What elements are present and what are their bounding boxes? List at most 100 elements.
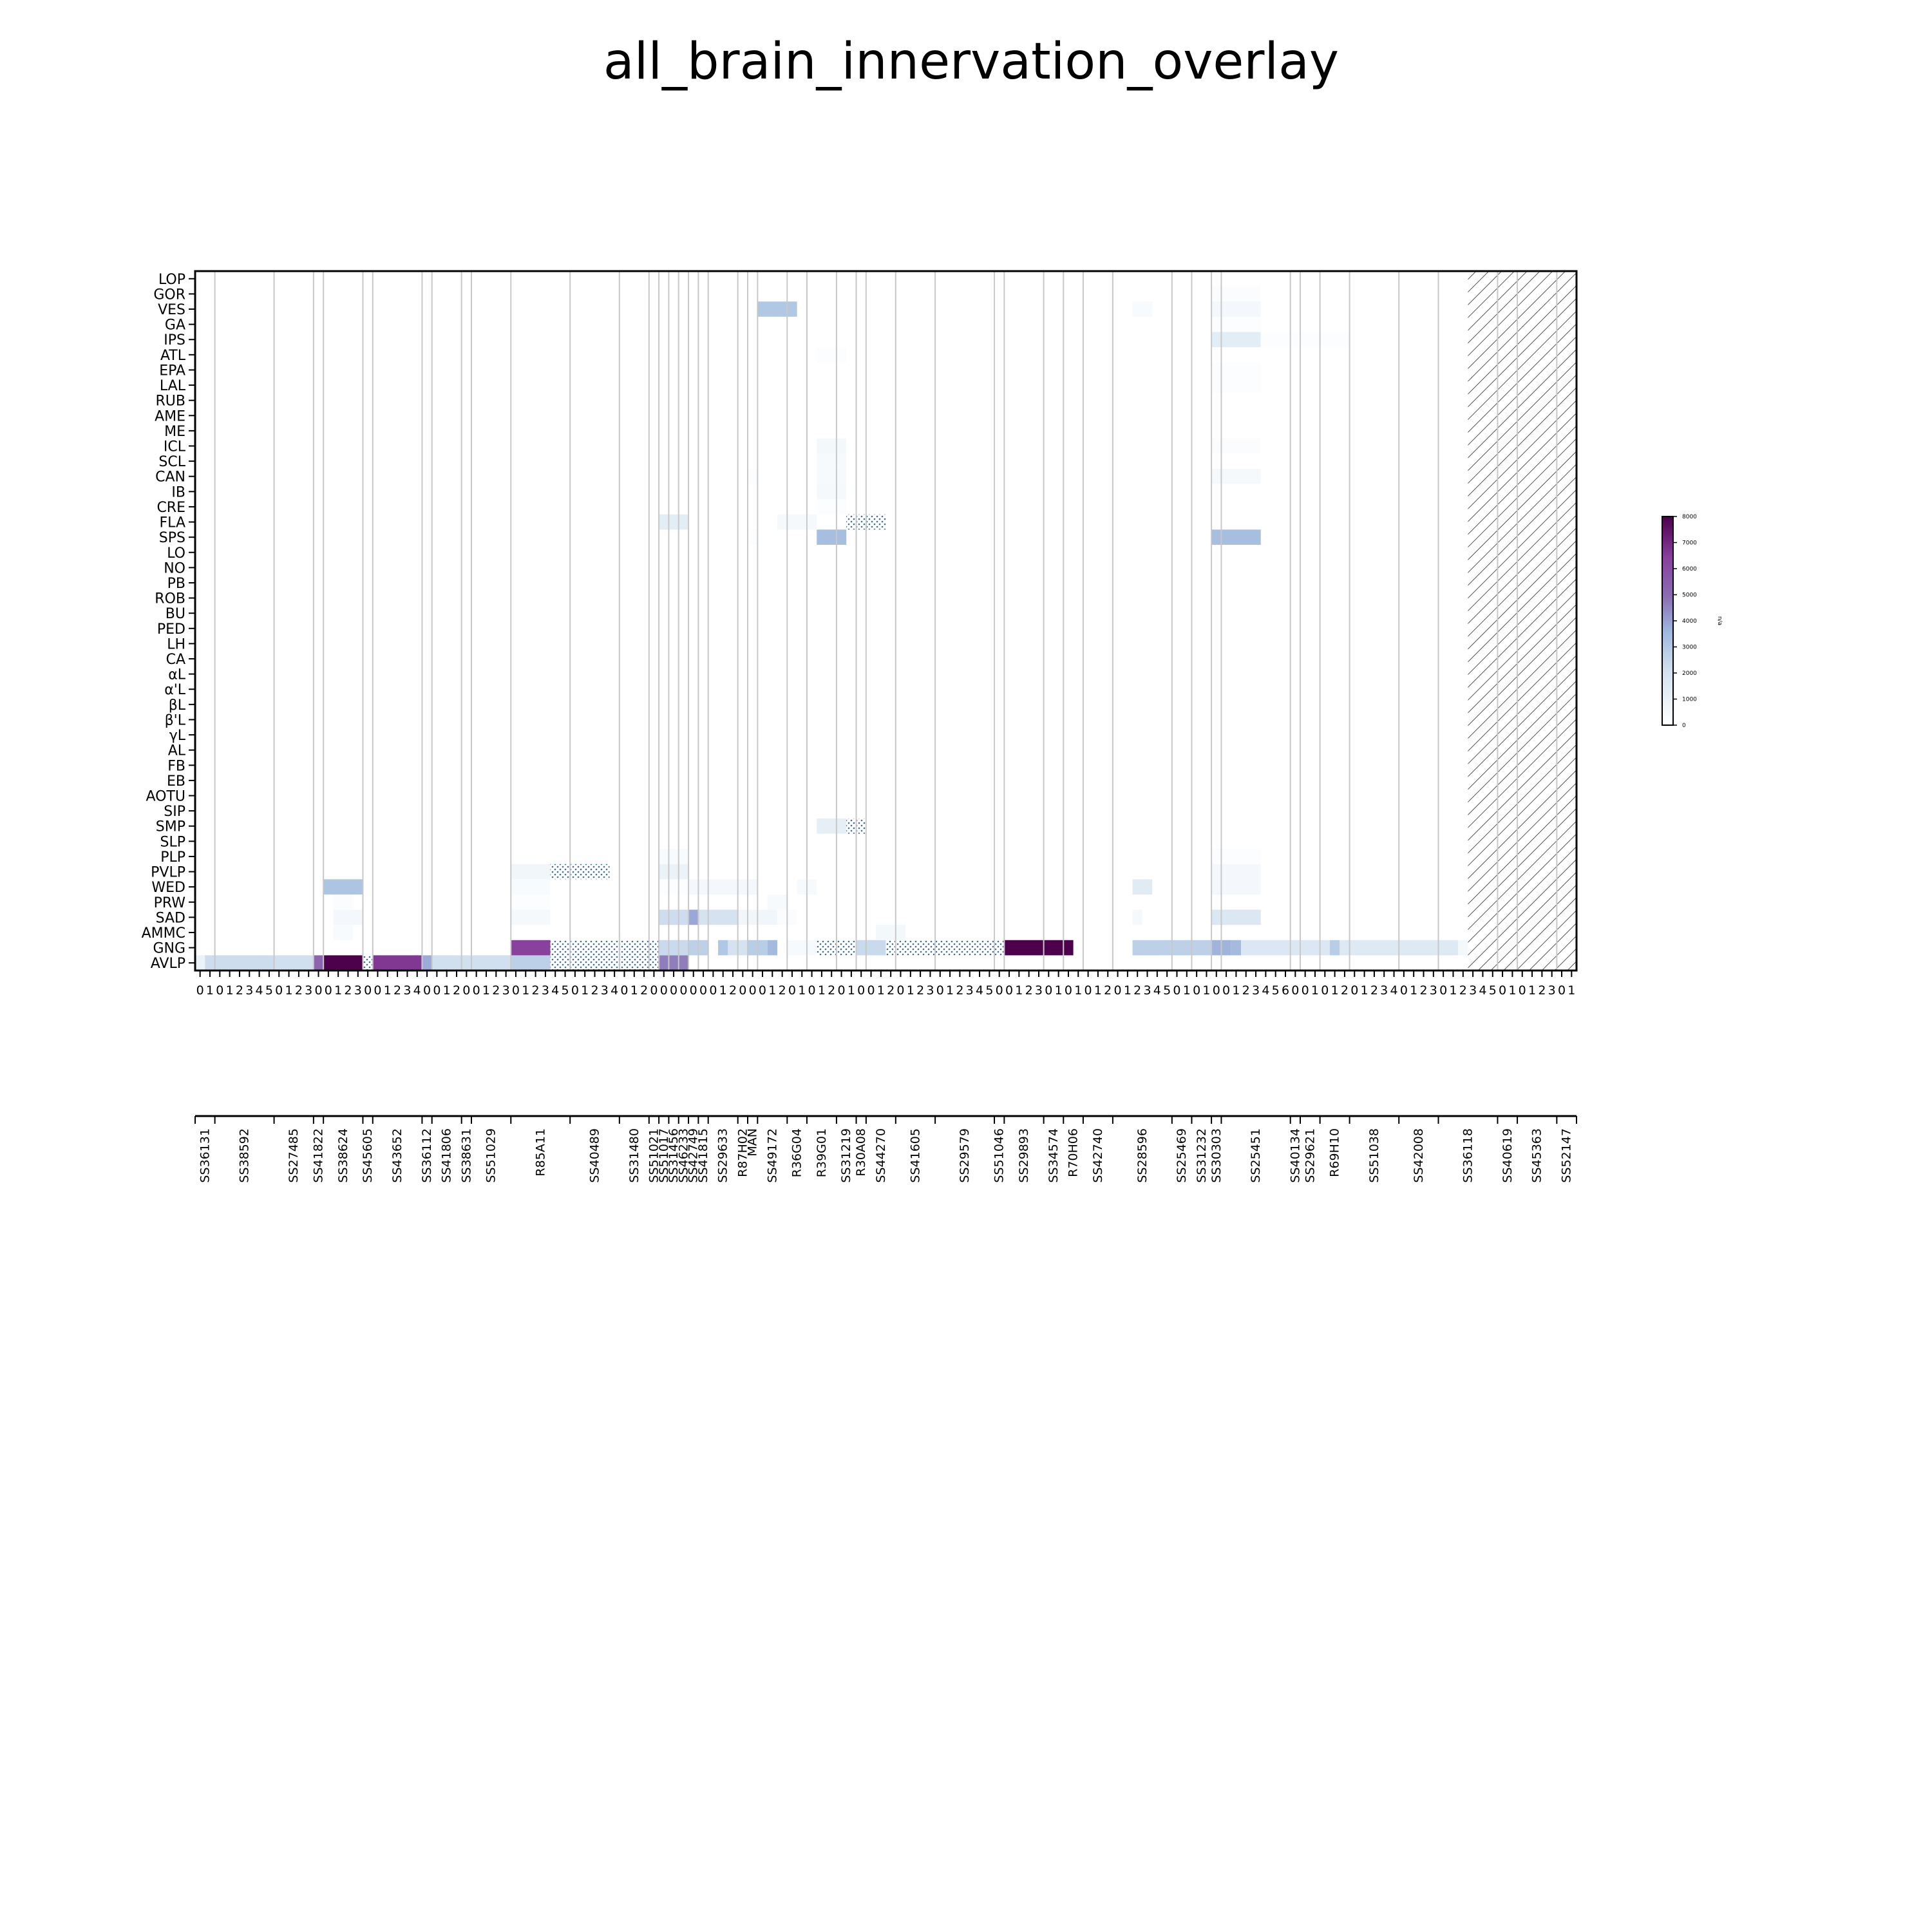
- line-name-label: SS36112: [420, 1128, 434, 1183]
- heatmap-cell: [1211, 332, 1261, 348]
- line-name-label: SS45363: [1530, 1128, 1544, 1183]
- region-label: CA: [166, 652, 185, 668]
- column-index-label: 0: [1439, 983, 1447, 998]
- column-index-label: 0: [1173, 983, 1180, 998]
- colorbar-tick-label: 3000: [1682, 645, 1697, 651]
- heatmap-cell: [748, 529, 758, 545]
- line-name-label: SS29893: [1017, 1128, 1031, 1183]
- column-index-label: 1: [1311, 983, 1319, 998]
- column-index-label: 0: [275, 983, 283, 998]
- heatmap-cell: [1211, 316, 1261, 332]
- column-index-label: 1: [848, 983, 855, 998]
- column-index-label: 4: [1153, 983, 1161, 998]
- column-index-label: 0: [1558, 983, 1566, 998]
- column-index-label: 0: [857, 983, 865, 998]
- column-index-label: 0: [709, 983, 717, 998]
- column-index-label: 4: [611, 983, 618, 998]
- column-index-label: 5: [1272, 983, 1280, 998]
- line-name-label: SS45605: [361, 1128, 375, 1183]
- heatmap-cell: [274, 955, 314, 971]
- column-index-label: 2: [295, 983, 303, 998]
- region-label: VES: [158, 302, 185, 318]
- region-label: SLP: [160, 834, 186, 850]
- colorbar-tick-label: 4000: [1682, 618, 1697, 625]
- line-name-label: SS31219: [839, 1128, 853, 1183]
- line-name-label: SS41822: [312, 1128, 326, 1183]
- heatmap-cell: [688, 909, 699, 925]
- region-label: AMMC: [142, 925, 185, 942]
- line-name-labels: SS36131 SS38592 SS27485 SS41822 SS38624 SS456…: [194, 1115, 1577, 1183]
- column-index-label: 1: [1055, 983, 1063, 998]
- heatmap-cell: [1004, 940, 1074, 956]
- heatmap-cell: [817, 484, 847, 500]
- column-index-label: 4: [976, 983, 983, 998]
- column-index-label: 2: [887, 983, 895, 998]
- column-index-label: 0: [423, 983, 431, 998]
- region-label: ATL: [160, 348, 186, 364]
- line-separators: [214, 271, 1558, 971]
- region-label: ICL: [164, 439, 186, 455]
- heatmap-cell: [363, 955, 373, 971]
- region-label: PLP: [160, 849, 185, 866]
- column-index-label: 0: [996, 983, 1003, 998]
- column-index-label: 0: [650, 983, 658, 998]
- region-labels: LOPGORVESGAIPSATLEPALALRUBAMEMEICLSCLCAN…: [142, 272, 195, 972]
- column-index-label: 1: [482, 983, 490, 998]
- column-index-label: 6: [1282, 983, 1289, 998]
- column-index-label: 2: [236, 983, 243, 998]
- heatmap-cell: [1211, 301, 1261, 317]
- line-name-label: SS31456: [667, 1128, 681, 1183]
- column-index-label: 2: [1370, 983, 1378, 998]
- heatmap-cell: [886, 940, 1005, 956]
- line-name-label: SS41806: [440, 1128, 454, 1183]
- column-index-label: 0: [867, 983, 875, 998]
- colorbar-tick-label: 2000: [1682, 670, 1697, 677]
- column-index-label: 0: [788, 983, 796, 998]
- column-index-label: 4: [551, 983, 559, 998]
- column-index-label: 1: [1183, 983, 1191, 998]
- heatmap-cell: [511, 894, 551, 910]
- region-label: AOTU: [146, 789, 185, 805]
- heatmap-cell: [856, 940, 886, 956]
- region-label: SMP: [156, 819, 185, 835]
- region-label: EB: [167, 773, 185, 790]
- column-index-label: 1: [877, 983, 885, 998]
- column-index-label: 1: [1361, 983, 1368, 998]
- column-index-label: 3: [354, 983, 362, 998]
- column-index-label: 0: [1005, 983, 1013, 998]
- region-label: SPS: [159, 530, 185, 546]
- heatmap-cell: [767, 940, 777, 956]
- column-index-label: 0: [690, 983, 697, 998]
- region-label: WED: [151, 880, 185, 896]
- region-label: AME: [155, 408, 185, 424]
- column-index-label: 0: [433, 983, 440, 998]
- column-index-label: 0: [1499, 983, 1506, 998]
- column-index-label: 2: [344, 983, 352, 998]
- heatmap-cell: [333, 925, 354, 940]
- line-name-label: R30A08: [854, 1128, 868, 1177]
- line-name-label: SS40489: [588, 1128, 602, 1183]
- column-index-label: 3: [1035, 983, 1043, 998]
- region-label: GNG: [153, 941, 185, 957]
- region-label: PRW: [154, 895, 186, 911]
- heatmap-cell: [372, 955, 422, 971]
- region-label: NO: [164, 560, 185, 576]
- column-index-label: 4: [1390, 983, 1398, 998]
- column-index-label: 2: [956, 983, 963, 998]
- colorbar: 0 1000 2000 3000 4000 5000 6000 7000 8000 n/a: [1662, 514, 1723, 729]
- line-name-label: SS25451: [1249, 1128, 1263, 1183]
- heatmap-cell: [550, 955, 659, 971]
- line-name-label: SS36118: [1461, 1128, 1475, 1183]
- region-label: FLA: [160, 515, 185, 531]
- heatmap-cell: [511, 940, 551, 956]
- column-index-label: 2: [1104, 983, 1112, 998]
- column-index-label: 4: [1262, 983, 1269, 998]
- column-index-label: 0: [1222, 983, 1230, 998]
- heatmap-cell: [817, 529, 847, 545]
- heatmap-cell: [205, 955, 274, 971]
- region-label: BU: [166, 606, 185, 622]
- column-index-label: 3: [601, 983, 609, 998]
- heatmap-cell: [757, 301, 797, 317]
- line-name-label: SS42749: [687, 1128, 701, 1183]
